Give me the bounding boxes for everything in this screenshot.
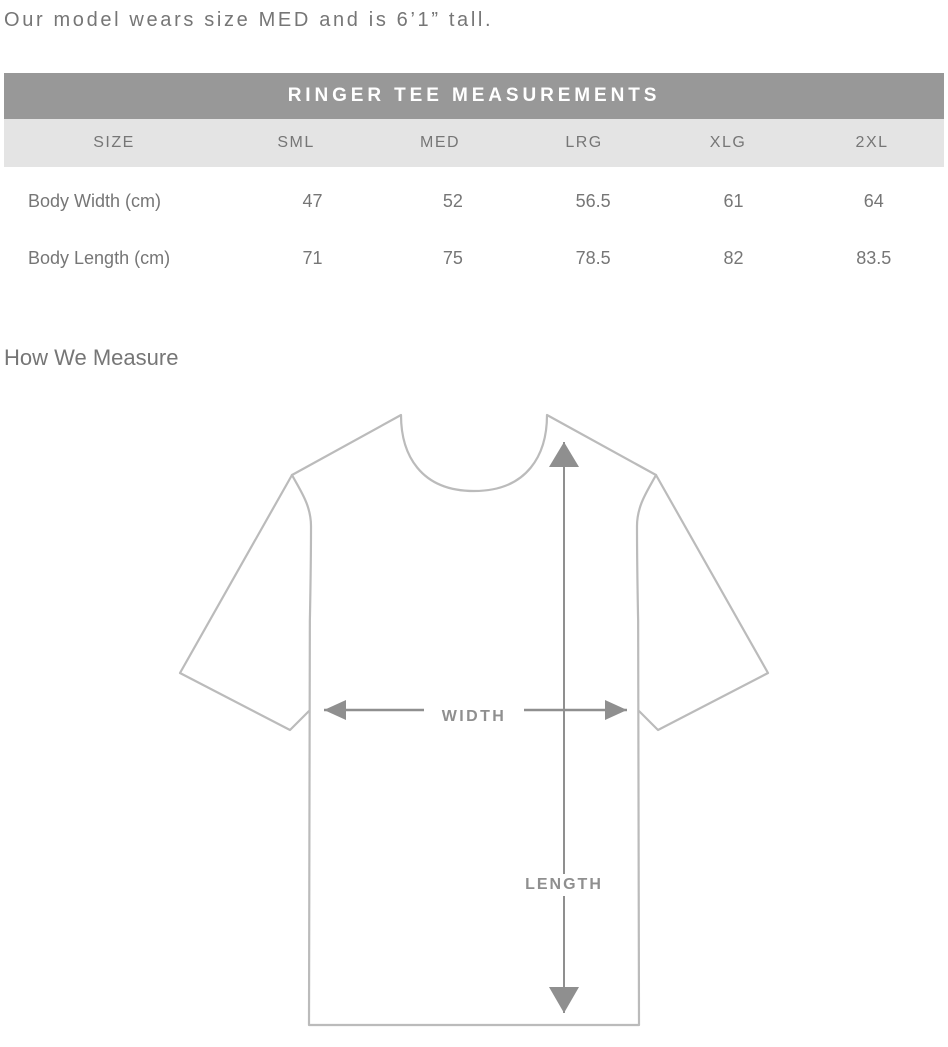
svg-text:LENGTH: LENGTH — [525, 876, 603, 893]
svg-text:WIDTH: WIDTH — [442, 708, 506, 725]
